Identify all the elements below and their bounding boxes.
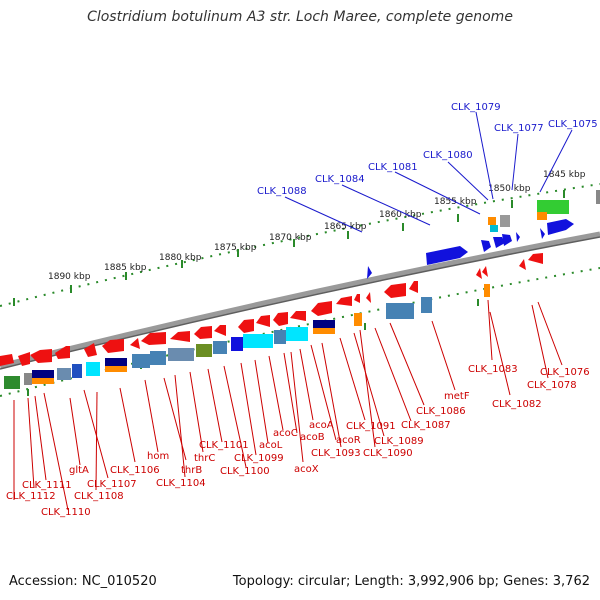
gene-label: CLK_1104 (156, 478, 206, 489)
gene-label: gltA (69, 465, 89, 476)
gene-label: CLK_1111 (22, 480, 72, 491)
scale-label: 1880 kbp (159, 253, 202, 263)
forward-leaders (284, 111, 573, 233)
gene-arrow (130, 338, 140, 349)
gene-arrow (273, 312, 288, 326)
gene-label: CLK_1077 (494, 123, 544, 134)
gene-label: CLK_1079 (451, 102, 501, 113)
gene-arrow (426, 246, 468, 265)
gene-arrow (366, 292, 371, 303)
gene-label: CLK_1089 (374, 436, 424, 447)
reverse-genes (0, 253, 543, 366)
scale-label: 1845 kbp (543, 170, 586, 180)
gene-arrow (311, 301, 332, 316)
outer-scale-line (0, 183, 600, 307)
gene-arrow (55, 346, 70, 359)
gene-label: CLK_1101 (199, 440, 249, 451)
gene-label: CLK_1080 (423, 150, 473, 161)
scale-label: 1865 kbp (324, 222, 367, 232)
reverse-leaders (13, 299, 563, 511)
gene-arrow (519, 259, 526, 270)
gene-arrow (18, 352, 30, 366)
gene-label: CLK_1087 (401, 420, 451, 431)
accession-text: Accession: NC_010520 (9, 574, 157, 589)
gene-arrow (367, 266, 372, 279)
gene-arrow (141, 332, 166, 345)
gene-label: CLK_1083 (468, 364, 518, 375)
gene-arrow (516, 232, 520, 242)
scale-label: 1875 kbp (214, 243, 257, 253)
gene-label: CLK_1099 (234, 453, 284, 464)
gene-arrow (482, 266, 488, 277)
gene-label: acoB (300, 432, 325, 443)
gene-arrow (84, 343, 97, 357)
gene-arrow (528, 253, 543, 264)
scale-label: 1885 kbp (104, 263, 147, 273)
gene-label: CLK_1075 (548, 119, 598, 130)
gene-label: CLK_1081 (368, 162, 418, 173)
scale-label: 1860 kbp (379, 210, 422, 220)
scale-label: 1890 kbp (48, 272, 91, 282)
gene-arrow (102, 339, 124, 353)
gene-arrow (493, 237, 505, 248)
gene-arrow (256, 315, 270, 327)
gene-label: CLK_1088 (257, 186, 307, 197)
genome-backbone (0, 231, 600, 369)
gene-label: acoL (259, 440, 283, 451)
map-title: Clostridium botulinum A3 str. Loch Maree… (87, 9, 513, 25)
gene-label: CLK_1084 (315, 174, 365, 185)
gene-arrow (214, 325, 226, 336)
gene-label: CLK_1112 (6, 491, 56, 502)
gene-label: CLK_1076 (540, 367, 590, 378)
gene-arrow (336, 296, 352, 306)
gene-label: CLK_1106 (110, 465, 160, 476)
gene-label: metF (444, 391, 470, 402)
gene-arrow (476, 268, 482, 279)
topology-text: Topology: circular; Length: 3,992,906 bp… (232, 574, 590, 589)
genome-backbone-shadow (0, 236, 600, 370)
gene-label: thrB (181, 465, 202, 476)
gene-label: acoA (309, 420, 334, 431)
gene-label: CLK_1082 (492, 399, 542, 410)
gene-arrow (290, 311, 306, 321)
gene-arrow (194, 326, 212, 339)
gene-arrow (540, 228, 545, 239)
feature-blocks (4, 190, 600, 389)
gene-label: acoR (336, 435, 361, 446)
scale-ticks (13, 190, 565, 396)
reverse-label-group: CLK_1111 CLK_1112 CLK_1110 gltA CLK_1107… (6, 364, 590, 518)
gene-label: CLK_1100 (220, 466, 270, 477)
gene-arrow (547, 219, 574, 235)
gene-label: CLK_1086 (416, 406, 466, 417)
scale-label: 1870 kbp (269, 233, 312, 243)
gene-label: CLK_1093 (311, 448, 361, 459)
gene-label: acoC (273, 428, 298, 439)
gene-label: CLK_1108 (74, 491, 124, 502)
gene-arrow (354, 294, 360, 303)
gene-label: CLK_1078 (527, 380, 577, 391)
gene-arrow (238, 319, 254, 333)
forward-label-group: CLK_1088 CLK_1084 CLK_1081 CLK_1080 CLK_… (257, 102, 598, 197)
gene-arrow (409, 281, 418, 293)
gene-arrow (30, 349, 52, 363)
gene-arrow (170, 331, 190, 342)
gene-label: hom (147, 451, 169, 462)
gene-label: CLK_1091 (346, 421, 396, 432)
gene-arrow (384, 283, 406, 298)
gene-label: acoX (294, 464, 319, 475)
gene-label: CLK_1090 (363, 448, 413, 459)
gene-label: thrC (194, 453, 215, 464)
gene-arrow (481, 240, 491, 252)
gene-arrow (0, 354, 14, 366)
scale-label: 1850 kbp (488, 184, 531, 194)
gene-label: CLK_1110 (41, 507, 91, 518)
gene-label: CLK_1107 (87, 479, 137, 490)
forward-genes (367, 219, 574, 279)
gene-arrow (502, 234, 512, 246)
